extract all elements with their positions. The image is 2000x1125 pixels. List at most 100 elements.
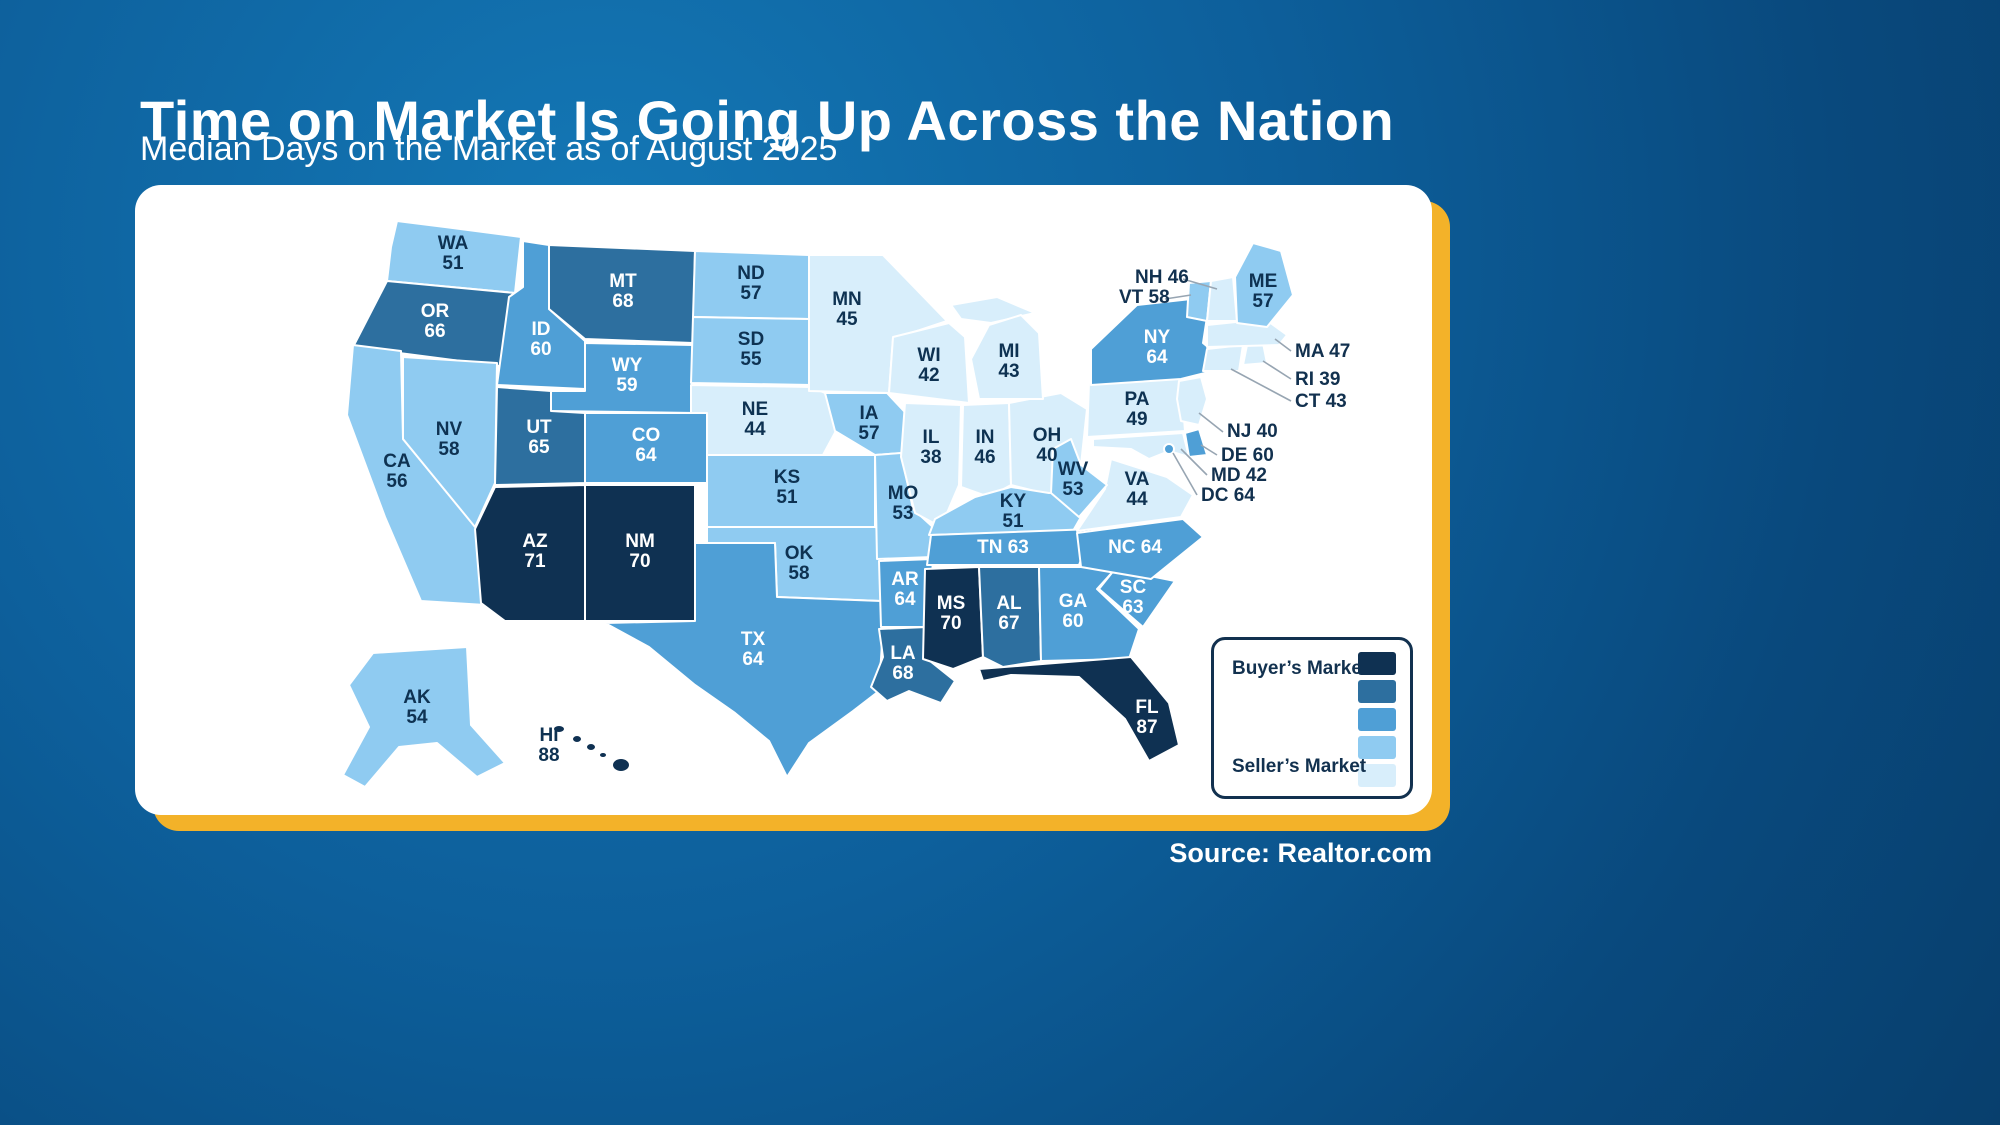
state-label-text: OK	[785, 543, 814, 564]
ext-label-NJ: NJ 40	[1227, 421, 1278, 442]
state-label-text: 53	[892, 503, 913, 524]
legend-buyers-label: Buyer’s Market	[1232, 658, 1369, 679]
state-CT	[1202, 344, 1244, 372]
state-label-text: IA	[860, 403, 879, 424]
state-ME	[1234, 242, 1294, 328]
page-subtitle: Median Days on the Market as of August 2…	[140, 130, 838, 168]
state-FL	[978, 656, 1180, 762]
state-label-text: ME	[1249, 271, 1278, 292]
external-state-labels: NH 46 VT 58 MA 47 RI 39 CT 43 NJ 40 DE 6…	[1119, 267, 1350, 506]
state-label-text: IN	[976, 427, 995, 448]
state-label-text: 66	[424, 321, 445, 342]
legend-sellers-label: Seller’s Market	[1232, 756, 1367, 777]
state-label-text: 53	[1062, 479, 1083, 500]
state-label-text: 64	[1146, 347, 1168, 368]
state-label-text: SC	[1120, 577, 1147, 598]
state-label-text: 44	[1126, 489, 1148, 510]
legend-swatch-sellers	[1358, 764, 1396, 787]
state-label-text: 56	[386, 471, 407, 492]
state-label-text: TX	[741, 629, 766, 650]
state-label-text: 57	[740, 283, 761, 304]
state-label-text: CO	[632, 425, 661, 446]
state-MS	[922, 566, 984, 670]
legend-swatches	[1358, 652, 1396, 787]
state-NJ	[1176, 376, 1208, 426]
state-label-text: AZ	[522, 531, 548, 552]
state-label-text: IL	[923, 427, 940, 448]
state-label-text: KY	[1000, 491, 1027, 512]
state-label-NC: NC 64	[1108, 537, 1162, 558]
ext-label-RI: RI 39	[1295, 369, 1340, 390]
state-MT	[548, 244, 696, 344]
state-NV	[402, 356, 498, 528]
ext-label-VT: VT 58	[1119, 287, 1170, 308]
state-label-text: 58	[438, 439, 459, 460]
state-label-text: 60	[530, 339, 551, 360]
state-HI-island	[552, 724, 566, 734]
state-shapes	[342, 220, 1294, 788]
state-label-text: 55	[740, 349, 762, 370]
state-label-text: 51	[776, 487, 798, 508]
state-label-text: MN	[832, 289, 862, 310]
state-label-text: 40	[1036, 445, 1057, 466]
state-label-text: NE	[742, 399, 768, 420]
state-HI-island	[585, 742, 597, 752]
state-label-text: 68	[892, 663, 913, 684]
state-NH	[1206, 276, 1238, 322]
leader-line-DC	[1172, 452, 1198, 496]
state-label-text: 49	[1126, 409, 1147, 430]
state-label-text: 60	[1062, 611, 1083, 632]
state-label-text: 43	[998, 361, 1019, 382]
state-label-text: MI	[998, 341, 1019, 362]
state-label-text: MS	[937, 593, 966, 614]
state-label-text: 64	[894, 589, 916, 610]
state-label-text: NY	[1144, 327, 1171, 348]
ext-label-DE: DE 60	[1221, 445, 1274, 466]
state-label-text: PA	[1125, 389, 1150, 410]
state-DC	[1163, 443, 1175, 455]
state-label-text: MT	[609, 271, 637, 292]
legend-swatch-4	[1358, 736, 1396, 759]
state-label-text: UT	[526, 417, 552, 438]
state-label-text: OR	[421, 301, 450, 322]
state-label-text: 67	[998, 613, 1019, 634]
state-label-TN: TN 63	[977, 537, 1029, 558]
state-label-text: KS	[774, 467, 800, 488]
state-label-text: 57	[1252, 291, 1273, 312]
state-label-text: WV	[1058, 459, 1089, 480]
state-label-text: 38	[920, 447, 941, 468]
state-AL	[978, 566, 1042, 668]
state-label-text: 70	[629, 551, 650, 572]
source-attribution: Source: Realtor.com	[1169, 838, 1432, 868]
state-label-text: NC 64	[1108, 537, 1162, 558]
ext-label-CT: CT 43	[1295, 391, 1347, 412]
state-TN	[926, 528, 1094, 566]
state-label-text: 51	[1002, 511, 1024, 532]
leader-line-MD	[1180, 448, 1208, 476]
state-label-text: TN 63	[977, 537, 1029, 558]
state-label-text: 64	[742, 649, 764, 670]
state-label-text: 45	[836, 309, 858, 330]
state-label-text: FL	[1135, 697, 1159, 718]
